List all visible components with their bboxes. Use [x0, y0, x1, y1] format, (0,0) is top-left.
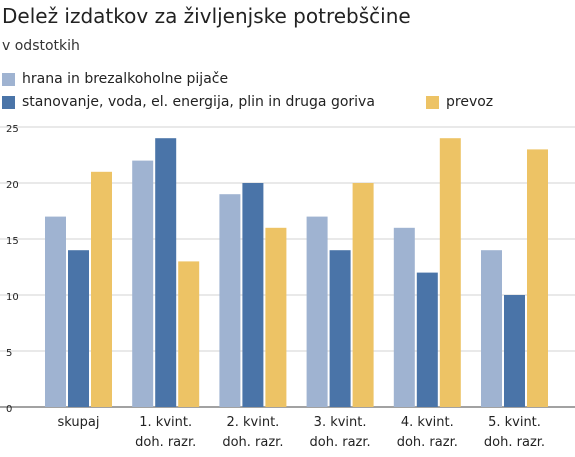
bars: [45, 138, 548, 407]
x-category-label: doh. razr.: [484, 435, 545, 450]
bar: [132, 160, 154, 407]
x-category-label: doh. razr.: [310, 435, 371, 450]
bar: [178, 261, 200, 407]
x-category-label: doh. razr.: [135, 435, 196, 450]
x-category-labels: skupaj 1. kvint. doh. razr. 2. kvint. doh. r…: [58, 415, 546, 450]
y-tick-label: 5: [6, 348, 12, 359]
x-category-label: 2. kvint.: [226, 415, 279, 430]
x-category-label: 4. kvint.: [401, 415, 454, 430]
legend-item-food: hrana in brezalkoholne pijače: [2, 71, 228, 87]
x-category-label: doh. razr.: [222, 435, 283, 450]
legend-item-housing: stanovanje, voda, el. energija, plin in …: [2, 94, 375, 110]
y-tick-labels: 0 5 10 15 20 25: [6, 124, 19, 415]
legend-label-transport: prevoz: [446, 94, 494, 110]
x-category-label: skupaj: [58, 415, 100, 430]
x-category-label: doh. razr.: [397, 435, 458, 450]
bar: [481, 250, 502, 407]
bar: [68, 250, 89, 407]
bar: [329, 250, 351, 407]
chart-title: Delež izdatkov za življenjske potrebščin…: [2, 4, 411, 28]
bar: [219, 194, 241, 407]
legend-swatch-housing: [2, 95, 15, 109]
legend-swatch-food: [2, 72, 15, 86]
bar: [352, 183, 374, 407]
bar: [416, 272, 438, 407]
bar: [265, 227, 287, 407]
bar: [242, 183, 264, 407]
x-category-label: 5. kvint.: [488, 415, 541, 430]
y-tick-label: 20: [6, 180, 19, 191]
bar: [45, 216, 66, 407]
y-tick-label: 25: [6, 124, 19, 135]
bar: [439, 138, 461, 407]
legend-label-food: hrana in brezalkoholne pijače: [22, 71, 229, 87]
legend-item-transport: prevoz: [426, 94, 493, 110]
chart-subtitle: v odstotkih: [2, 38, 80, 54]
y-tick-label: 10: [6, 292, 19, 303]
legend-label-housing: stanovanje, voda, el. energija, plin in …: [22, 94, 375, 110]
bar: [393, 227, 415, 407]
bar: [504, 295, 525, 407]
bar: [155, 138, 177, 407]
x-category-label: 1. kvint.: [139, 415, 192, 430]
legend-swatch-transport: [426, 95, 439, 109]
y-tick-label: 15: [6, 236, 19, 247]
bar: [91, 171, 112, 407]
bar: [527, 149, 548, 407]
x-category-label: 3. kvint.: [314, 415, 367, 430]
bar: [306, 216, 328, 407]
y-tick-label: 0: [6, 404, 12, 415]
